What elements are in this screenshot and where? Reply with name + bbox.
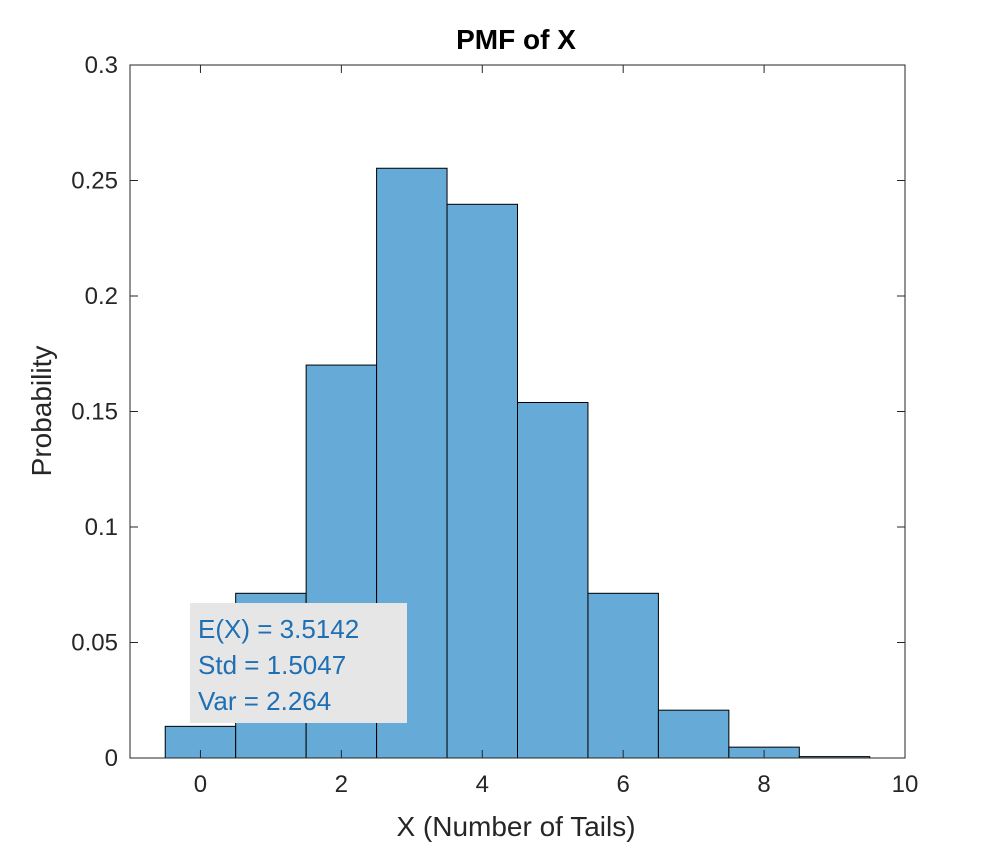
y-tick-label: 0.15 [71, 399, 118, 426]
bar-x-4 [446, 203, 518, 759]
x-tick-label: 6 [617, 771, 630, 798]
x-tick-label: 8 [757, 771, 770, 798]
y-tick-label: 0.05 [71, 630, 118, 657]
x-tick-label: 0 [194, 771, 207, 798]
bar-x-6 [587, 592, 659, 759]
stats-annotation: E(X) = 3.5142 Std = 1.5047 Var = 2.264 [190, 603, 407, 723]
y-tick-label: 0.3 [85, 52, 118, 79]
x-axis-label: X (Number of Tails) [396, 811, 635, 842]
x-axis-ticks: 0 2 4 6 8 10 [194, 65, 919, 798]
y-axis-label: Probability [26, 346, 57, 477]
stats-annotation-box [190, 603, 407, 723]
bar-x-5 [517, 401, 589, 759]
stats-annotation-line: E(X) = 3.5142 [198, 614, 359, 644]
bar-x-7 [657, 709, 730, 759]
x-tick-label: 2 [335, 771, 348, 798]
y-tick-label: 0.2 [85, 283, 118, 310]
y-tick-label: 0.1 [85, 514, 118, 541]
x-tick-label: 10 [892, 771, 919, 798]
stats-annotation-line: Var = 2.264 [198, 686, 331, 716]
y-axis-ticks: 0 0.05 0.1 0.15 0.2 0.25 0.3 [71, 52, 905, 772]
stats-annotation-line: Std = 1.5047 [198, 650, 346, 680]
chart-title: PMF of X [456, 24, 576, 55]
x-tick-label: 4 [476, 771, 489, 798]
y-tick-label: 0 [105, 745, 118, 772]
y-tick-label: 0.25 [71, 168, 118, 195]
